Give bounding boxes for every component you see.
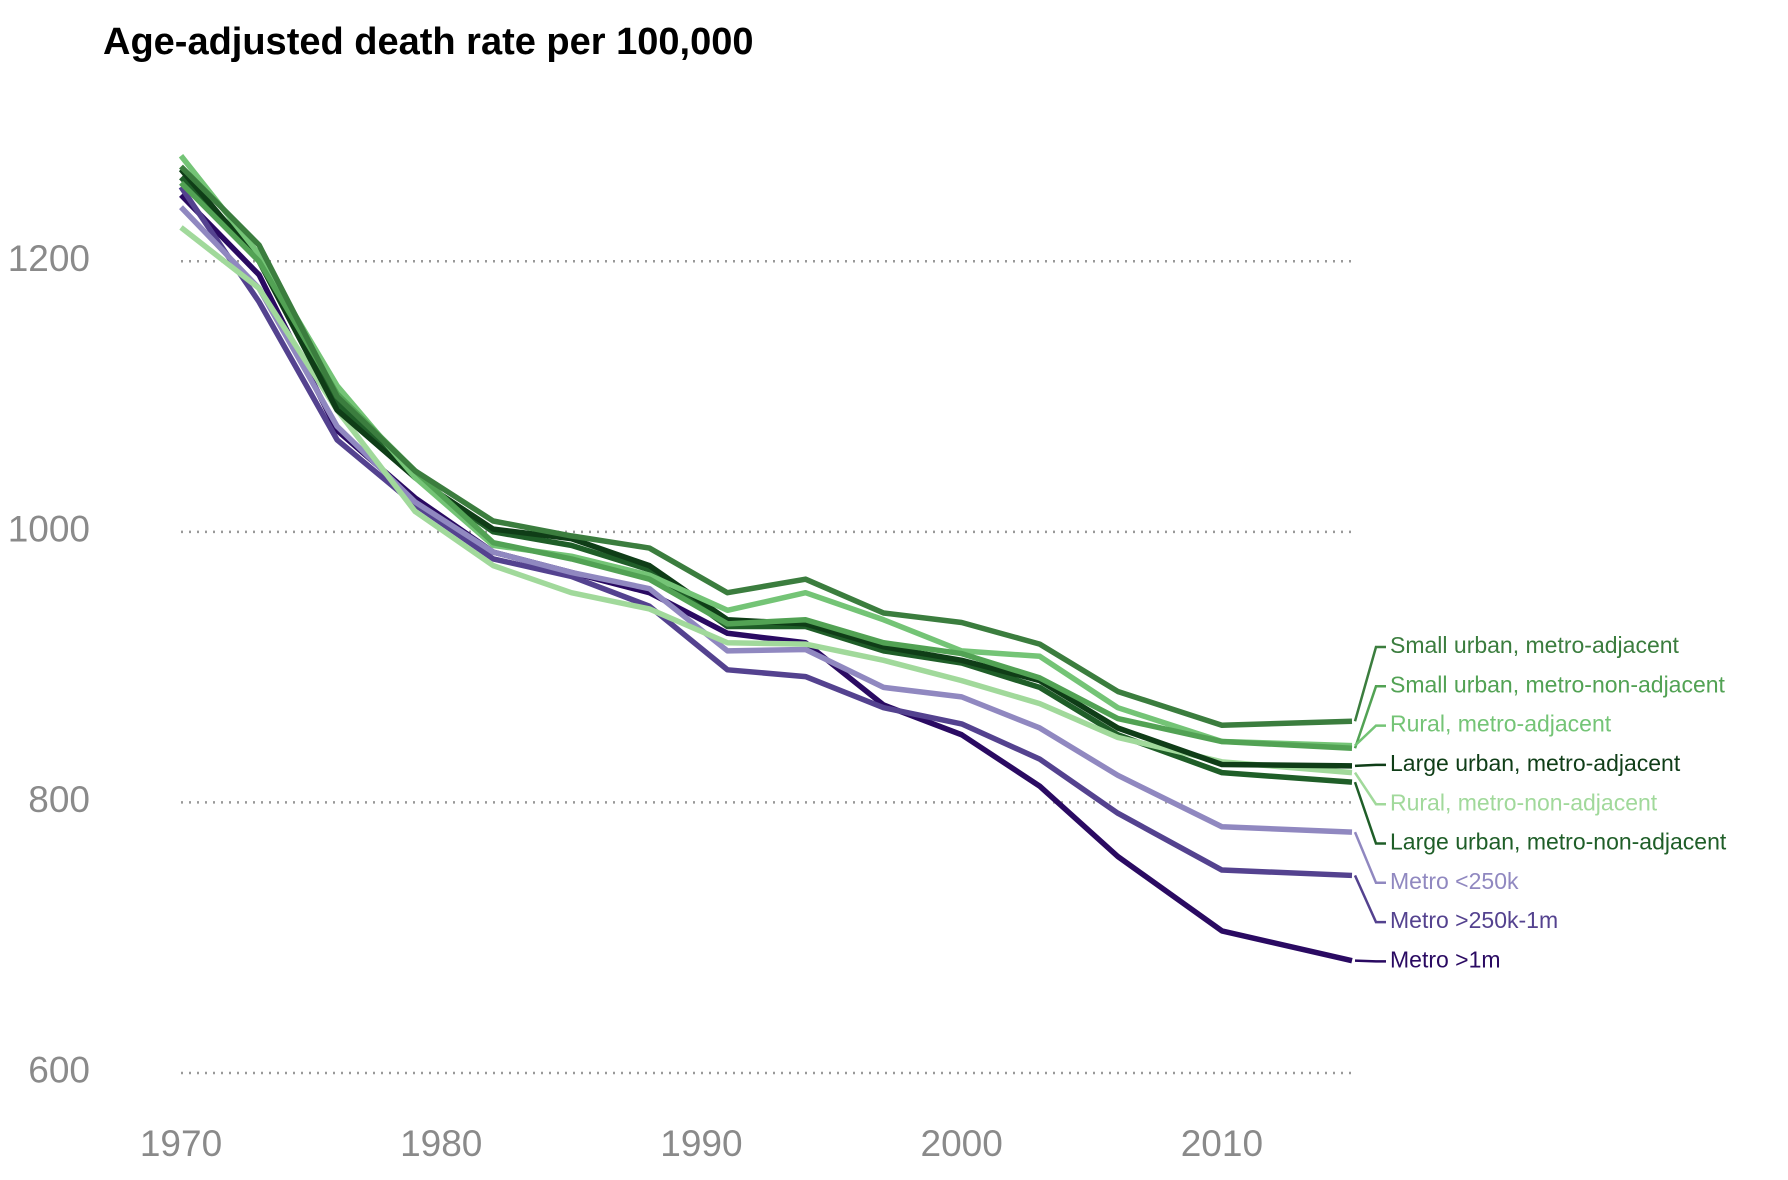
series-label: Rural, metro-adjacent: [1390, 711, 1612, 737]
x-tick-label: 2010: [1181, 1123, 1263, 1164]
series-line: [178, 167, 1353, 769]
label-connector: [1353, 685, 1386, 749]
series-label: Large urban, metro-adjacent: [1390, 750, 1681, 776]
series-line: [179, 164, 1353, 729]
series-line: [179, 225, 1353, 776]
label-connector: [1354, 959, 1386, 963]
y-tick-label: 800: [28, 779, 90, 820]
series-line: [178, 185, 1353, 879]
x-tick-label: 1980: [400, 1123, 482, 1164]
chart-title: Age-adjusted death rate per 100,000: [103, 21, 753, 63]
series-label: Rural, metro-non-adjacent: [1390, 789, 1658, 815]
label-connector: [1353, 771, 1386, 806]
series-label: Large urban, metro-non-adjacent: [1390, 829, 1727, 855]
series-label: Metro >1m: [1390, 946, 1501, 972]
label-connector: [1353, 645, 1386, 722]
y-tick-label: 1000: [8, 509, 90, 550]
label-connector: [1354, 763, 1386, 768]
y-tick-label: 600: [28, 1050, 90, 1091]
x-tick-label: 1990: [660, 1123, 742, 1164]
series-line: [179, 205, 1353, 835]
x-tick-label: 1970: [140, 1123, 222, 1164]
label-connector: [1353, 781, 1386, 845]
series-line: [179, 175, 1353, 785]
series-label: Small urban, metro-non-adjacent: [1390, 671, 1726, 697]
x-tick-label: 2000: [921, 1123, 1003, 1164]
label-connector: [1353, 874, 1386, 924]
series-label: Metro <250k: [1390, 868, 1519, 894]
y-tick-label: 1200: [8, 238, 90, 279]
label-connector: [1354, 724, 1386, 747]
series-label: Metro >250k-1m: [1390, 907, 1558, 933]
label-connector: [1353, 831, 1386, 885]
series-label: Small urban, metro-adjacent: [1390, 632, 1680, 658]
series-line: [179, 180, 1353, 752]
